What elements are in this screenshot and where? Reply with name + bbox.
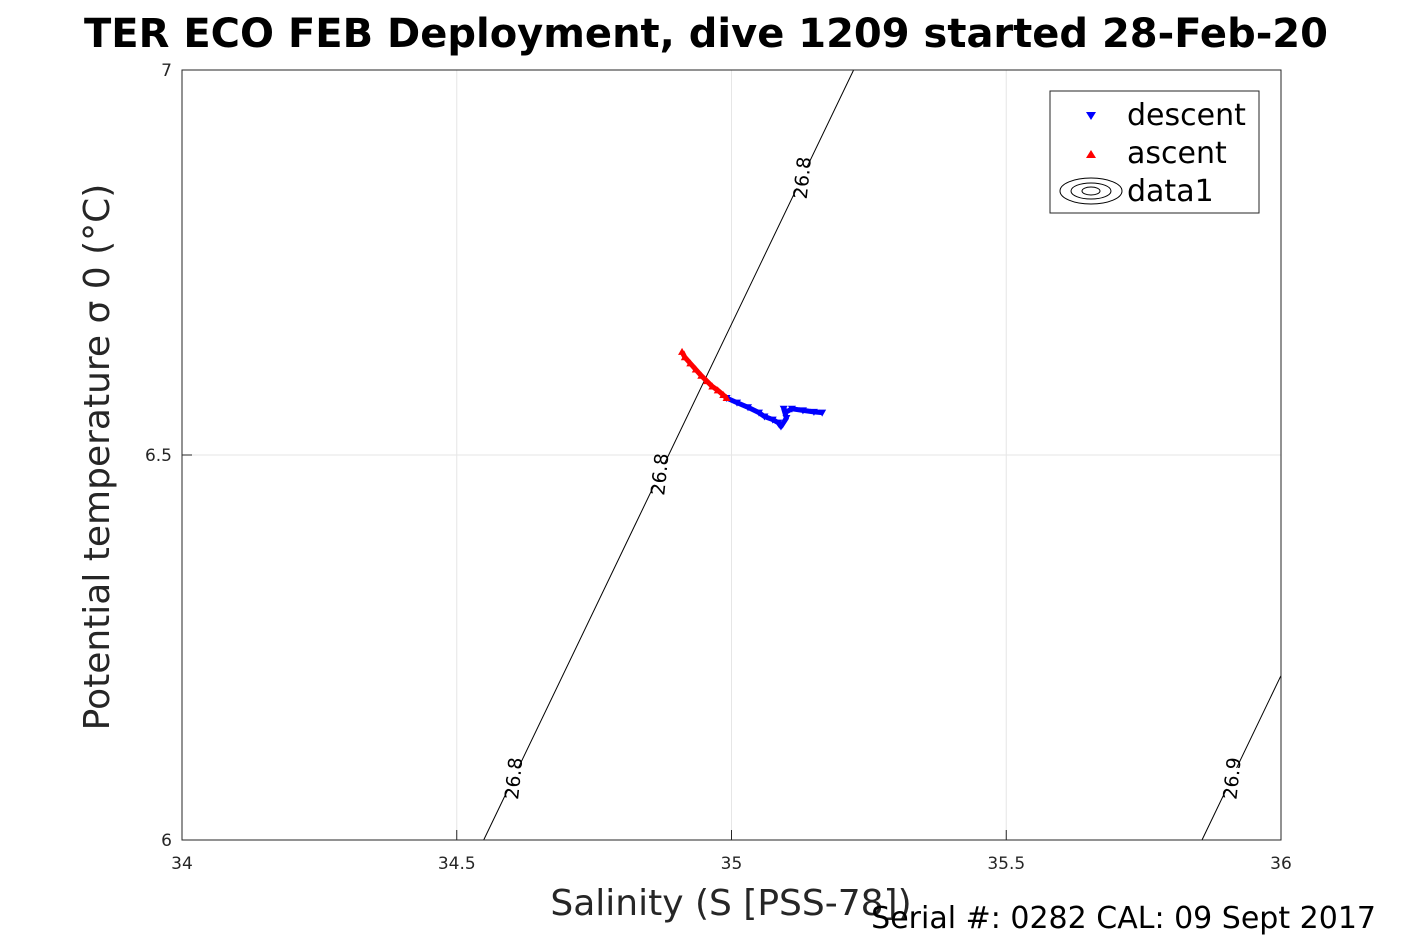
legend-contour-icon <box>1059 177 1123 205</box>
ascent-point <box>713 386 722 394</box>
x-tick-label: 34 <box>171 854 193 874</box>
descent-point <box>760 413 769 421</box>
legend: descent ascent data1 <box>1049 90 1260 214</box>
ascent-point <box>719 390 728 398</box>
chart-title: TER ECO FEB Deployment, dive 1209 starte… <box>84 11 1328 57</box>
descent-point <box>798 407 807 415</box>
legend-ascent-label: ascent <box>1127 136 1227 171</box>
legend-descent-label: descent <box>1127 98 1246 133</box>
x-tick-label: 34.5 <box>438 854 476 874</box>
contour-label: 26.8 <box>790 156 816 200</box>
legend-data1-label: data1 <box>1127 174 1214 209</box>
legend-ascent-marker <box>1086 150 1096 158</box>
descent-point <box>754 409 763 417</box>
descent-point <box>818 409 827 417</box>
contour-line <box>483 69 855 841</box>
ascent-point <box>691 365 700 373</box>
y-axis-label: Potential temperature σ 0 (°C) <box>77 184 118 731</box>
contour-label-bg <box>484 764 543 793</box>
descent-point <box>732 399 741 407</box>
descent-point <box>743 404 752 412</box>
y-tick-label: 6 <box>161 831 172 851</box>
legend-box <box>1049 90 1260 214</box>
x-tick-label: 35 <box>721 854 743 874</box>
descent-point <box>774 419 783 427</box>
descent-point <box>768 416 777 424</box>
descent-point <box>782 415 791 423</box>
serial-cal-footer: Serial #: 0282 CAL: 09 Sept 2017 <box>871 901 1376 936</box>
contour-line <box>1201 675 1282 841</box>
descent-point <box>776 423 785 431</box>
descent-point <box>809 408 818 416</box>
ascent-point <box>708 382 717 390</box>
contour-label-bg <box>772 163 831 192</box>
x-tick-label: 36 <box>1270 854 1292 874</box>
contour-label: 26.8 <box>501 756 527 800</box>
contour-label: 26.8 <box>647 452 673 496</box>
x-tick-label: 35.5 <box>987 854 1025 874</box>
legend-descent-marker <box>1086 112 1096 120</box>
ascent-point <box>702 377 711 385</box>
ascent-point <box>686 359 695 367</box>
x-axis-label: Salinity (S [PSS-78]) <box>550 883 911 924</box>
density-contours: 26.8 26.8 26.8 26.9 <box>483 69 1282 841</box>
y-tick-label: 6.5 <box>145 446 172 466</box>
axis-ticks: 34 34.5 35 35.5 36 6 6.5 7 <box>145 61 1292 874</box>
contour-label-bg <box>630 460 689 489</box>
y-tick-label: 7 <box>161 61 172 81</box>
ascent-point <box>680 353 689 361</box>
contour-label: 26.9 <box>1219 756 1245 800</box>
contour-label-bg <box>1202 764 1261 793</box>
ascent-point <box>697 371 706 379</box>
data-series <box>678 347 827 431</box>
ascent-point <box>722 394 731 402</box>
descent-point <box>787 405 796 413</box>
ascent-point <box>678 347 687 355</box>
descent-point <box>782 408 791 416</box>
